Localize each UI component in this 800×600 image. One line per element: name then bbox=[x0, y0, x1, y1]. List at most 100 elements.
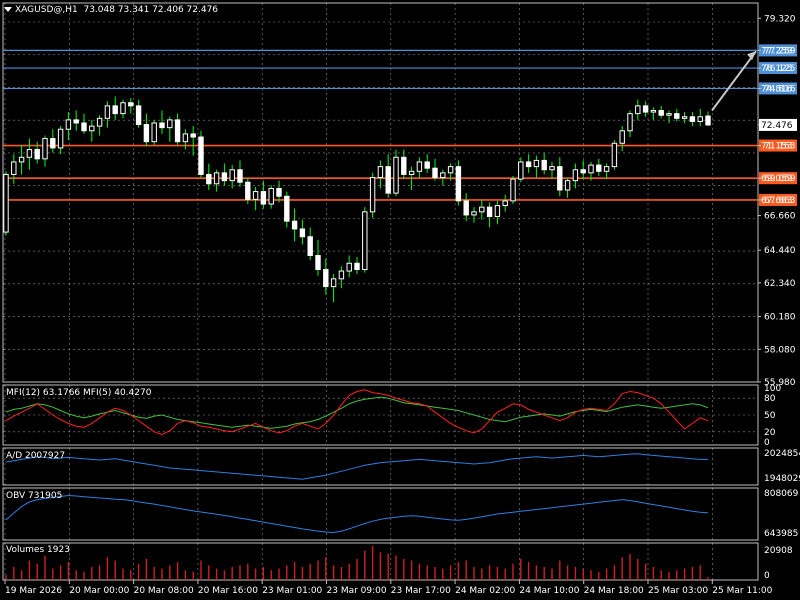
candle-body bbox=[603, 166, 610, 172]
price-tick-label: 77.259 bbox=[764, 46, 796, 56]
candle-body bbox=[471, 211, 477, 216]
candle-body bbox=[57, 128, 64, 149]
candle-body bbox=[447, 166, 454, 174]
candle-body bbox=[494, 205, 501, 217]
axis-label: 20 bbox=[764, 428, 776, 438]
candle-body bbox=[674, 113, 680, 119]
candle-body bbox=[89, 125, 95, 132]
candle-body bbox=[440, 172, 446, 179]
pane-border-main bbox=[2, 2, 759, 383]
axis-label: 80 bbox=[764, 394, 776, 404]
candle-body bbox=[284, 195, 290, 222]
price-axis: 79.320 77.259 76.125 74.816 72.476 71.153 69.0… bbox=[758, 14, 797, 388]
obv-pane: 808069 643985 bbox=[5, 489, 799, 539]
candle-body bbox=[642, 105, 649, 113]
level-label-bg-1 bbox=[759, 62, 797, 75]
candle-body bbox=[681, 116, 688, 119]
ad-title: A/D 2007927 bbox=[6, 451, 66, 461]
candle-body bbox=[42, 138, 48, 160]
candle-body bbox=[486, 206, 493, 217]
axis-label: 2024854 bbox=[764, 449, 800, 459]
level-label-5: 67.663 bbox=[761, 196, 793, 206]
candle-body bbox=[611, 142, 618, 168]
candle-body bbox=[549, 166, 555, 171]
candle-body bbox=[198, 136, 204, 175]
candle-body bbox=[697, 116, 703, 122]
price-tick-label: 64.440 bbox=[764, 246, 796, 256]
candle-body bbox=[206, 173, 212, 185]
candle-body bbox=[510, 178, 516, 202]
volume-axis-label: 0 bbox=[764, 571, 770, 581]
candle-body bbox=[705, 115, 711, 126]
candle-body bbox=[518, 161, 524, 180]
price-tick-label: 79.320 bbox=[764, 14, 796, 24]
candle-body bbox=[533, 159, 540, 168]
time-label: 24 Mar 02:00 bbox=[455, 586, 515, 596]
axis-label: 100 bbox=[764, 384, 781, 394]
time-label: 20 Mar 08:00 bbox=[134, 586, 194, 596]
candle-body bbox=[245, 181, 251, 200]
axis-label: 1948029 bbox=[764, 474, 800, 484]
candle-body bbox=[689, 116, 696, 122]
candle-body bbox=[143, 124, 150, 143]
time-label: 23 Mar 17:00 bbox=[391, 586, 451, 596]
price-tick-label: 74.816 bbox=[764, 84, 796, 94]
candle-body bbox=[580, 169, 586, 174]
candle-body bbox=[541, 159, 547, 171]
candle-body bbox=[151, 122, 157, 143]
candle-body bbox=[135, 105, 142, 126]
candle-body bbox=[564, 180, 571, 191]
candle-body bbox=[81, 122, 87, 132]
candle-body bbox=[213, 172, 220, 185]
time-label: 20 Mar 16:00 bbox=[198, 586, 258, 596]
candle-body bbox=[237, 169, 243, 183]
dropdown-triangle-icon[interactable] bbox=[4, 7, 12, 12]
axis-label: 50 bbox=[764, 411, 776, 421]
candle-body bbox=[315, 254, 321, 270]
candle-body bbox=[252, 191, 259, 200]
candle-body bbox=[167, 119, 173, 129]
ad-pane: 2024854 1948029 bbox=[5, 449, 800, 484]
time-label: 25 Mar 03:00 bbox=[648, 586, 708, 596]
candle-body bbox=[525, 161, 532, 168]
candle-body bbox=[307, 236, 313, 256]
symbol-header[interactable]: XAGUSD@,H1 73.048 73.341 72.406 72.476 bbox=[4, 5, 218, 15]
level-label-0: 77.259 bbox=[761, 46, 793, 56]
series-line-0 bbox=[5, 453, 708, 480]
price-tick-label: 62.340 bbox=[764, 279, 796, 289]
level-lines[interactable]: 77.259 76.125 74.816 71.153 69.059 67.663 bbox=[3, 44, 797, 206]
candle-body bbox=[369, 177, 376, 213]
level-label-3: 71.153 bbox=[761, 142, 793, 152]
candle-body bbox=[627, 113, 633, 132]
time-label: 24 Mar 10:00 bbox=[519, 586, 579, 596]
candle-body bbox=[658, 110, 664, 116]
candle-body bbox=[229, 169, 235, 182]
time-label: 23 Mar 09:00 bbox=[327, 586, 387, 596]
level-label-1: 76.125 bbox=[761, 64, 793, 74]
candle-body bbox=[588, 164, 594, 174]
series-line-0 bbox=[5, 494, 709, 534]
price-tick-label: 76.125 bbox=[764, 64, 796, 74]
candle-body bbox=[455, 166, 462, 202]
candle-body bbox=[221, 172, 228, 182]
level-label-bg-0 bbox=[759, 44, 797, 57]
ohlc-values: 73.048 73.341 72.406 72.476 bbox=[83, 5, 219, 15]
axis-label: 808069 bbox=[764, 489, 799, 499]
trend-arrow[interactable] bbox=[711, 50, 757, 112]
candle-body bbox=[650, 110, 657, 113]
axis-label: 643985 bbox=[764, 529, 798, 539]
axis-label: 0 bbox=[764, 438, 770, 448]
current-price-label: 72.476 bbox=[761, 121, 793, 131]
candle-body bbox=[174, 119, 181, 143]
candle-body bbox=[354, 262, 360, 270]
candle-body bbox=[557, 166, 563, 191]
symbol-label: XAGUSD@,H1 bbox=[15, 5, 78, 15]
candle-body bbox=[276, 187, 282, 197]
time-label: 19 Mar 2026 bbox=[5, 586, 62, 596]
candle-body bbox=[463, 200, 469, 216]
candle-body bbox=[377, 166, 384, 179]
candle-body bbox=[299, 228, 306, 238]
volume-axis-label: 20908 bbox=[764, 546, 793, 556]
